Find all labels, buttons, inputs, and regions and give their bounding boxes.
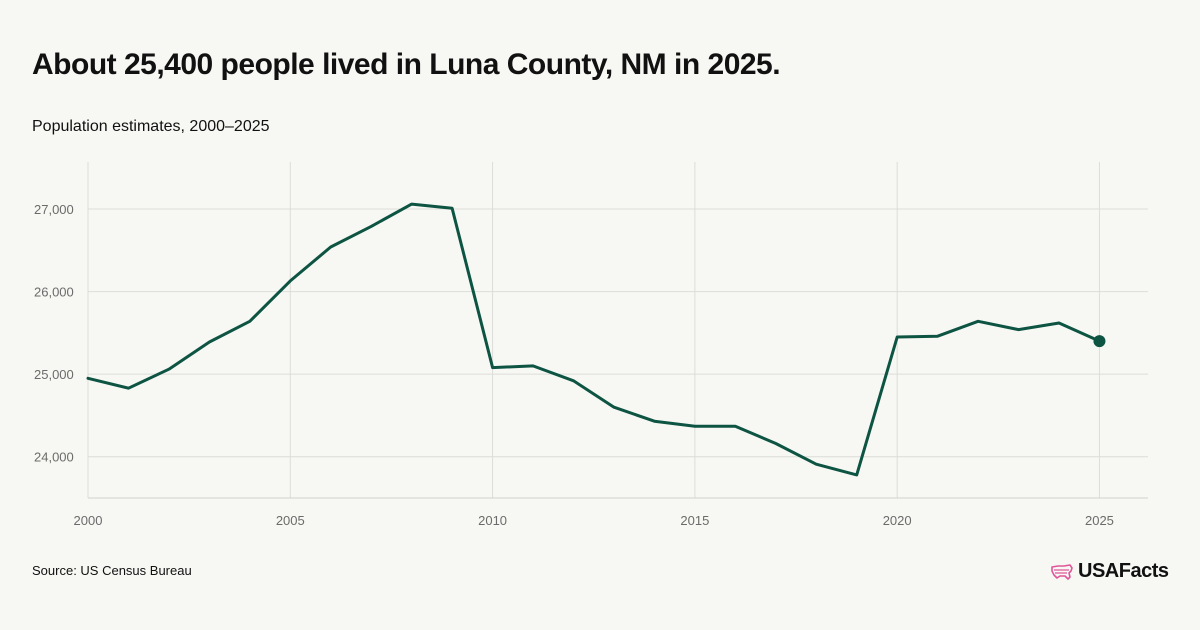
source-note: Source: US Census Bureau (32, 563, 192, 578)
chart-subtitle: Population estimates, 2000–2025 (32, 118, 270, 135)
logo-wordmark: USAFacts (1078, 560, 1169, 582)
y-tick-label: 24,000 (34, 450, 74, 465)
x-tick-label: 2010 (478, 513, 507, 528)
usafacts-logo[interactable]: USAFacts (1050, 560, 1169, 583)
latest-value-point (1093, 335, 1106, 348)
x-tick-label: 2020 (883, 513, 912, 528)
x-tick-label: 2005 (276, 513, 305, 528)
x-tick-label: 2000 (74, 513, 103, 528)
chart-title: About 25,400 people lived in Luna County… (32, 48, 781, 81)
y-tick-label: 26,000 (34, 285, 74, 300)
y-tick-label: 25,000 (34, 367, 74, 382)
x-tick-label: 2015 (680, 513, 709, 528)
y-tick-label: 27,000 (34, 202, 74, 217)
x-tick-label: 2025 (1085, 513, 1114, 528)
population-series-line (86, 202, 1101, 477)
us-map-icon (1051, 563, 1073, 580)
